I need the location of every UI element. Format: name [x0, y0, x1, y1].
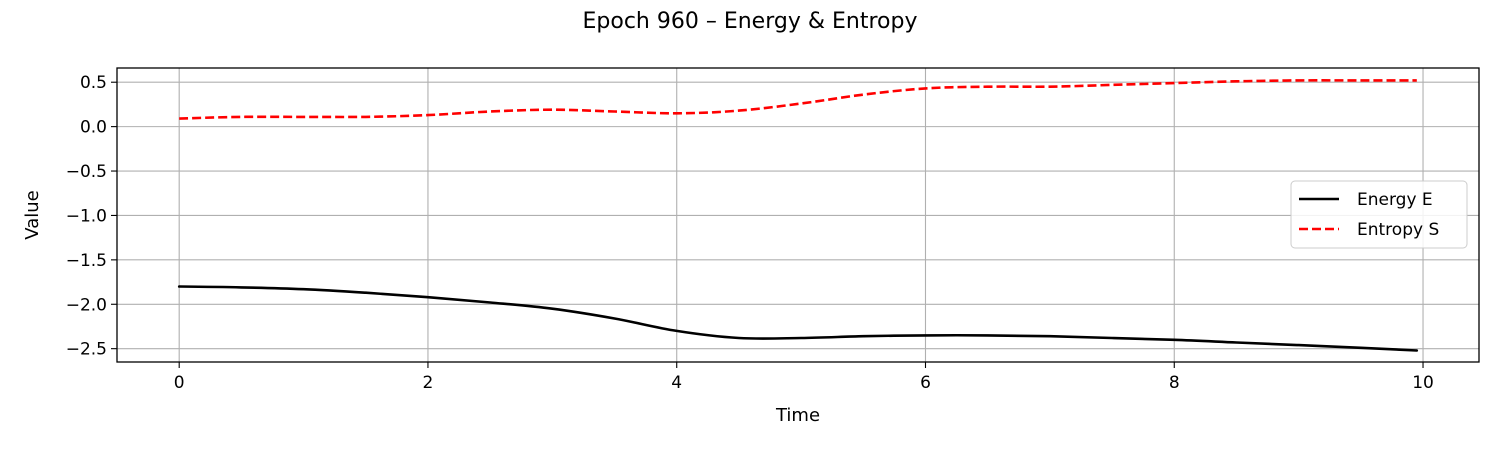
- y-tick-label: −2.0: [66, 295, 107, 315]
- x-tick-label: 2: [423, 373, 434, 393]
- y-tick-label: 0.5: [80, 73, 107, 93]
- y-tick-label: −0.5: [66, 162, 107, 182]
- legend-label: Energy E: [1357, 190, 1433, 210]
- legend: Energy E Entropy S: [1290, 180, 1468, 249]
- y-tick-label: −1.0: [66, 206, 107, 226]
- chart-title: Epoch 960 – Energy & Entropy: [583, 9, 918, 34]
- x-tick-label: 6: [920, 373, 931, 393]
- y-tick-label: 0.0: [80, 118, 107, 138]
- y-tick-label: −1.5: [66, 251, 107, 271]
- y-tick-label: −2.5: [66, 340, 107, 360]
- x-tick-label: 10: [1412, 373, 1434, 393]
- x-tick-label: 4: [671, 373, 682, 393]
- y-axis-label: Value: [22, 190, 43, 239]
- legend-label: Entropy S: [1357, 220, 1439, 240]
- axis-ticks: 0 2 4 6 8 10 0.5 0.0 −0.5 −1.0 −1.5 −2.0 −2.5: [66, 73, 1434, 393]
- x-axis-label: Time: [775, 405, 820, 426]
- plot-lines: [177, 79, 1419, 352]
- x-tick-label: 8: [1169, 373, 1180, 393]
- series-line-entropy: [179, 79, 1417, 120]
- x-tick-label: 0: [174, 373, 185, 393]
- series-line-energy: [177, 285, 1419, 352]
